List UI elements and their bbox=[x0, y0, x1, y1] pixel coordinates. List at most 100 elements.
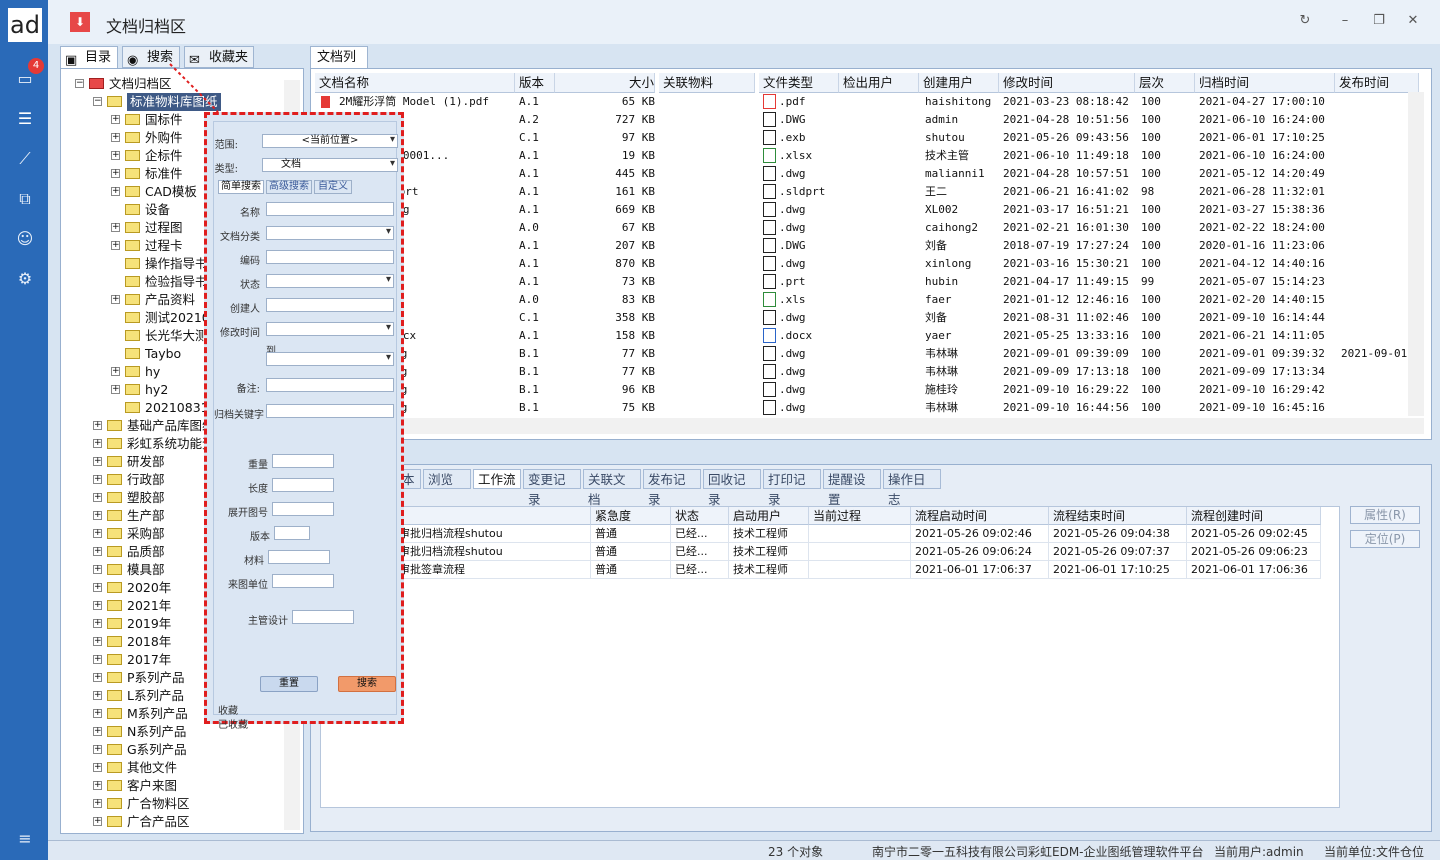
tree-node[interactable]: + 彩虹系统功能资 bbox=[61, 435, 289, 453]
expander-icon[interactable]: + bbox=[111, 222, 120, 232]
expander-icon[interactable]: + bbox=[93, 672, 102, 682]
tree-node[interactable]: + hy bbox=[61, 363, 289, 381]
expander-icon[interactable]: + bbox=[93, 762, 102, 772]
tree-node[interactable]: 操作指导书 bbox=[61, 255, 289, 273]
expander-icon[interactable]: − bbox=[75, 78, 84, 88]
keyword-input[interactable] bbox=[266, 404, 394, 418]
properties-button[interactable]: 属性(R) bbox=[1350, 506, 1420, 524]
workflow-column-header[interactable]: 启动用户 bbox=[729, 507, 809, 525]
search-field-input[interactable] bbox=[266, 298, 394, 312]
table-row[interactable]: A.1 445 KB .dwg malianni1 2021-04-28 10:57:5… bbox=[315, 165, 1415, 183]
search-field-input[interactable] bbox=[266, 274, 394, 288]
expander-icon[interactable]: + bbox=[111, 240, 120, 250]
tree-node[interactable]: + M系列产品 bbox=[61, 705, 289, 723]
tree-node[interactable]: + hy2 bbox=[61, 381, 289, 399]
search-button[interactable]: 搜索 bbox=[338, 676, 396, 692]
restore-icon[interactable]: ❐ bbox=[1373, 13, 1385, 28]
tree-node[interactable]: + 产品资料 bbox=[61, 291, 289, 309]
expander-icon[interactable]: + bbox=[111, 294, 120, 304]
search-field-input[interactable] bbox=[266, 250, 394, 264]
minimize-icon[interactable]: – bbox=[1341, 13, 1349, 28]
tree-node[interactable]: Taybo bbox=[61, 345, 289, 363]
column-header[interactable]: 修改时间 bbox=[999, 73, 1135, 93]
refresh-icon[interactable]: ↻ bbox=[1299, 13, 1311, 28]
tree-node[interactable]: 检验指导书 bbox=[61, 273, 289, 291]
type-select[interactable]: 文档 bbox=[262, 158, 398, 172]
expander-icon[interactable]: + bbox=[111, 186, 120, 196]
tree-node[interactable]: 测试202108 bbox=[61, 309, 289, 327]
users-icon[interactable]: ☺ bbox=[16, 229, 34, 248]
tree-node[interactable]: + 其他文件 bbox=[61, 759, 289, 777]
expander-icon[interactable]: + bbox=[93, 744, 102, 754]
detail-tab[interactable]: 关联文档 bbox=[583, 469, 641, 507]
tree-node[interactable]: + 生产部 bbox=[61, 507, 289, 525]
expander-icon[interactable]: + bbox=[111, 366, 120, 376]
expander-icon[interactable]: + bbox=[93, 654, 102, 664]
tree-node[interactable]: 长光华大测 bbox=[61, 327, 289, 345]
column-header[interactable]: 层次 bbox=[1135, 73, 1195, 93]
expander-icon[interactable]: + bbox=[93, 492, 102, 502]
tree-node[interactable]: 20210831 bbox=[61, 399, 289, 417]
expander-icon[interactable]: + bbox=[111, 168, 120, 178]
expander-icon[interactable]: + bbox=[93, 708, 102, 718]
expander-icon[interactable]: + bbox=[93, 780, 102, 790]
expander-icon[interactable]: + bbox=[93, 528, 102, 538]
close-icon[interactable]: ✕ bbox=[1407, 13, 1419, 28]
expander-icon[interactable]: + bbox=[93, 438, 102, 448]
column-header[interactable]: 检出用户 bbox=[839, 73, 919, 93]
expander-icon[interactable]: + bbox=[93, 636, 102, 646]
tree-node[interactable]: + 外购件 bbox=[61, 129, 289, 147]
detail-tab[interactable]: 变更记录 bbox=[523, 469, 581, 507]
tree-node[interactable]: + 基础产品库图纸 bbox=[61, 417, 289, 435]
tab-doclist[interactable]: 文档列表 bbox=[310, 46, 368, 87]
expander-icon[interactable]: − bbox=[93, 96, 102, 106]
tab-favorites[interactable]: ✉ 收藏夹 bbox=[184, 46, 254, 68]
menu-icon[interactable]: ≡ bbox=[18, 829, 32, 848]
expander-icon[interactable]: + bbox=[93, 618, 102, 628]
column-header[interactable]: 归档时间 bbox=[1195, 73, 1335, 93]
date-to-input[interactable] bbox=[266, 352, 394, 366]
workflow-row[interactable]: 审批签章流程 普通 已经... 技术工程师 2021-06-01 17:06:37 202… bbox=[321, 561, 1321, 579]
tree-node[interactable]: + 广合产品区 bbox=[61, 813, 289, 831]
detail-tab[interactable]: 操作日志 bbox=[883, 469, 941, 507]
tree-node[interactable]: − 文档归档区 bbox=[61, 75, 289, 93]
expander-icon[interactable]: + bbox=[111, 150, 120, 160]
monitor-icon[interactable]: ▭ bbox=[17, 69, 33, 88]
tree-node[interactable]: + L系列产品 bbox=[61, 687, 289, 705]
tree-node[interactable]: +2019年 bbox=[61, 615, 289, 633]
tree-node[interactable]: + CAD模板 bbox=[61, 183, 289, 201]
detail-tab[interactable]: 提醒设置 bbox=[823, 469, 881, 507]
column-header[interactable]: 版本 bbox=[515, 73, 555, 93]
detail-tab[interactable]: 发布记录 bbox=[643, 469, 701, 507]
detail-tab[interactable]: 打印记录 bbox=[763, 469, 821, 507]
expander-icon[interactable]: + bbox=[93, 564, 102, 574]
tree-node[interactable]: + 采购部 bbox=[61, 525, 289, 543]
expander-icon[interactable]: + bbox=[93, 690, 102, 700]
workflow-column-header[interactable]: 流程创建时间 bbox=[1187, 507, 1321, 525]
detail-tab[interactable]: 浏览 bbox=[423, 469, 471, 489]
workflow-column-header[interactable]: 流程启动时间 bbox=[911, 507, 1049, 525]
tree-node[interactable]: + 品质部 bbox=[61, 543, 289, 561]
table-row[interactable]: 设计划表_000001...A.119 KB.xlsx技术主管2021-06-1… bbox=[315, 147, 1415, 165]
expander-icon[interactable]: + bbox=[93, 600, 102, 610]
tree-node[interactable]: + 标准件 bbox=[61, 165, 289, 183]
tree-node[interactable]: +2021年 bbox=[61, 597, 289, 615]
attr-input[interactable] bbox=[292, 610, 354, 624]
unfavorite-link[interactable]: 已收藏 bbox=[218, 720, 248, 731]
table-row[interactable]: C.1 97 KB .exb shutou 2021-05-26 09:43:56 100… bbox=[315, 129, 1415, 147]
remark-input[interactable] bbox=[266, 378, 394, 392]
workflow-column-header[interactable]: 当前过程 bbox=[809, 507, 911, 525]
tree-node[interactable]: + 塑胶部 bbox=[61, 489, 289, 507]
column-header[interactable]: 文件类型 bbox=[759, 73, 839, 93]
chart-icon[interactable]: ⟋ bbox=[19, 149, 31, 168]
detail-tab[interactable]: 回收记录 bbox=[703, 469, 761, 507]
search-field-input[interactable] bbox=[266, 226, 394, 240]
